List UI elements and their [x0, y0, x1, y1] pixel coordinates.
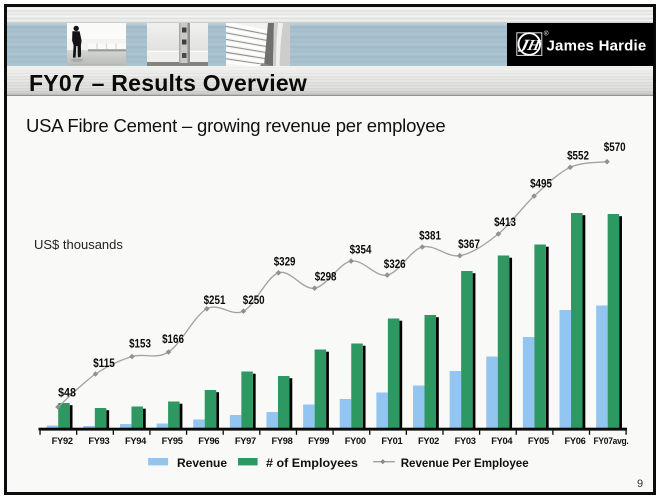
svg-text:Revenue: Revenue [177, 456, 227, 470]
svg-text:FY98: FY98 [271, 436, 292, 446]
svg-text:$115: $115 [93, 356, 115, 370]
svg-text:FY07avg.: FY07avg. [594, 436, 629, 446]
svg-text:FY93: FY93 [88, 436, 109, 446]
svg-text:$251: $251 [204, 293, 226, 307]
svg-text:FY99: FY99 [308, 436, 329, 446]
svg-text:$153: $153 [129, 336, 151, 350]
svg-text:FY96: FY96 [198, 436, 219, 446]
svg-text:FY94: FY94 [125, 436, 147, 446]
svg-text:H: H [525, 37, 543, 54]
svg-text:$367: $367 [458, 237, 480, 251]
svg-text:$354: $354 [350, 242, 372, 256]
svg-text:$381: $381 [419, 228, 441, 242]
svg-text:FY03: FY03 [455, 436, 476, 446]
svg-text:Revenue Per Employee: Revenue Per Employee [401, 456, 529, 470]
svg-text:FY95: FY95 [162, 436, 183, 446]
svg-text:FY06: FY06 [565, 436, 586, 446]
svg-text:# of Employees: # of Employees [266, 456, 358, 470]
svg-text:FY04: FY04 [491, 436, 513, 446]
svg-text:FY01: FY01 [381, 436, 402, 446]
svg-text:$298: $298 [315, 269, 337, 283]
svg-text:$326: $326 [384, 257, 406, 271]
svg-text:$250: $250 [243, 293, 265, 307]
svg-text:$166: $166 [162, 332, 184, 346]
svg-text:James Hardie: James Hardie [547, 38, 647, 55]
svg-text:$495: $495 [530, 176, 552, 190]
svg-text:$570: $570 [604, 140, 626, 154]
svg-text:$329: $329 [274, 254, 296, 268]
svg-text:$413: $413 [494, 215, 516, 229]
svg-text:FY92: FY92 [52, 436, 73, 446]
svg-text:FY02: FY02 [418, 436, 439, 446]
svg-text:FY05: FY05 [528, 436, 549, 446]
svg-text:®: ® [544, 30, 549, 38]
svg-text:$552: $552 [567, 148, 589, 162]
svg-text:$48: $48 [58, 385, 76, 399]
svg-text:FY00: FY00 [345, 436, 366, 446]
svg-text:FY97: FY97 [235, 436, 256, 446]
